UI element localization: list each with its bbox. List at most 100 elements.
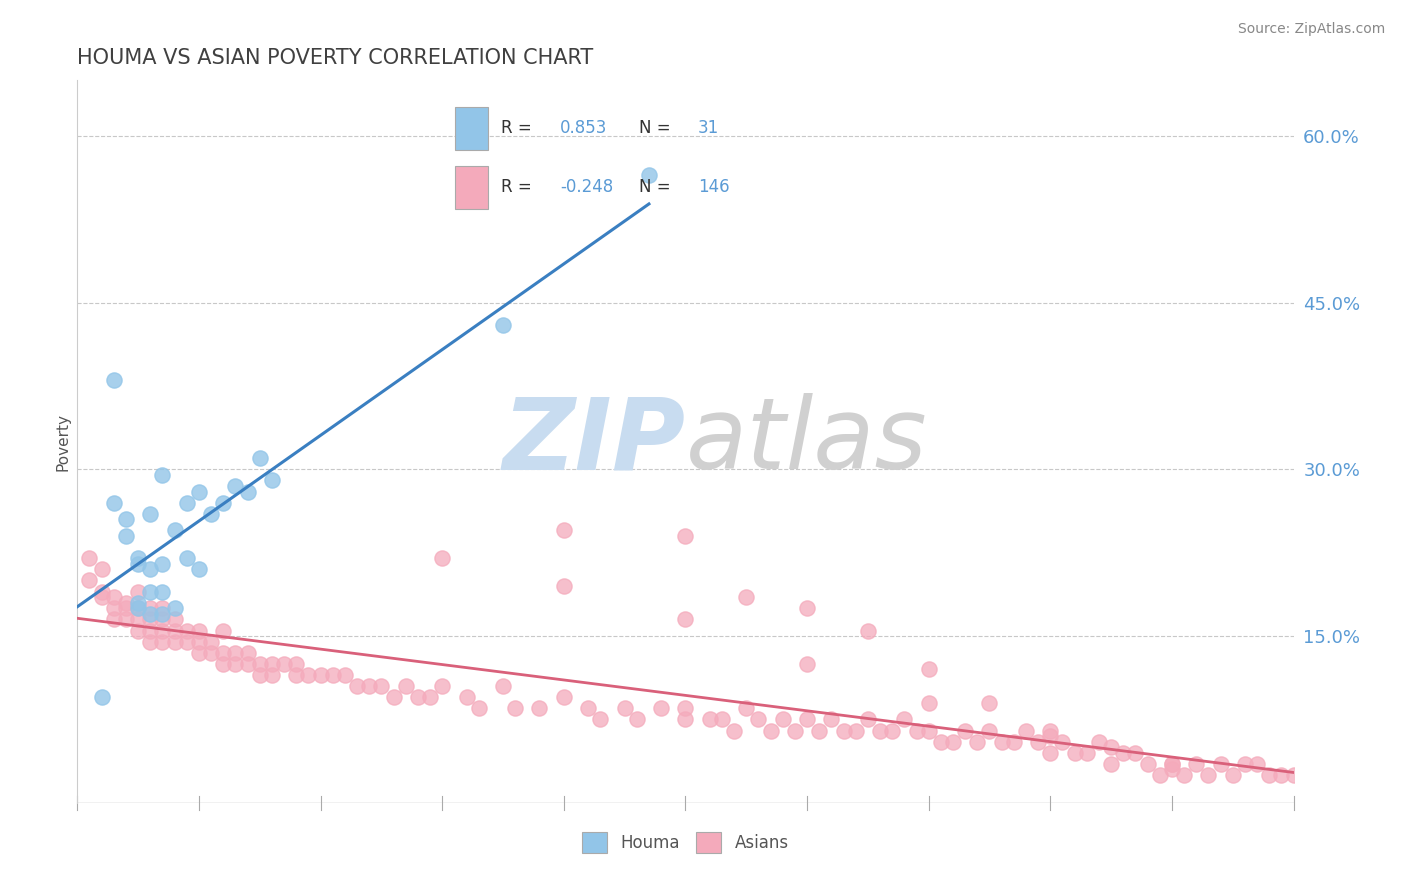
Point [626,713,648,727]
Y-axis label: Poverty: Poverty [55,412,70,471]
Point [176,551,198,566]
Point [1282,768,1305,782]
Point [675,701,697,715]
Point [236,646,259,660]
Point [152,467,174,482]
Point [953,723,976,738]
Point [1222,768,1244,782]
Point [638,168,661,182]
Point [395,679,418,693]
Point [979,723,1001,738]
Point [249,657,271,671]
Point [260,668,283,682]
Point [808,723,831,738]
Point [1173,768,1195,782]
Point [747,713,769,727]
Point [103,612,125,626]
Point [1099,740,1122,755]
Point [103,601,125,615]
Point [1185,756,1208,771]
Point [188,646,211,660]
Point [990,734,1012,748]
Point [127,551,149,566]
Point [492,318,515,332]
Point [979,696,1001,710]
Point [370,679,392,693]
Text: ZIP: ZIP [502,393,686,490]
Point [236,484,259,499]
Point [285,668,308,682]
Point [856,713,879,727]
Point [163,612,186,626]
Point [285,657,308,671]
Point [1026,734,1049,748]
Text: Source: ZipAtlas.com: Source: ZipAtlas.com [1237,22,1385,37]
Point [152,607,174,621]
Point [1197,768,1219,782]
Point [1002,734,1025,748]
Point [249,668,271,682]
Point [103,373,125,387]
Point [419,690,441,705]
Point [735,590,758,604]
Point [127,596,149,610]
Point [176,496,198,510]
Point [1052,734,1074,748]
Point [1112,746,1135,760]
Point [820,713,842,727]
Point [1161,756,1184,771]
Point [1258,768,1281,782]
Point [139,607,162,621]
Point [79,574,101,588]
Point [139,601,162,615]
Point [406,690,429,705]
Point [200,634,222,648]
Point [589,713,612,727]
Point [1088,734,1111,748]
Point [322,668,344,682]
Point [918,723,941,738]
Point [1149,768,1171,782]
Point [1270,768,1292,782]
Point [796,657,818,671]
Point [176,624,198,638]
Point [115,512,138,526]
Point [675,612,697,626]
Point [430,551,453,566]
Point [212,624,235,638]
Point [1039,746,1062,760]
Point [942,734,965,748]
Point [1246,756,1268,771]
Point [1136,756,1159,771]
Point [723,723,745,738]
Point [139,562,162,576]
Point [882,723,904,738]
Point [90,562,112,576]
Point [236,657,259,671]
Point [212,657,235,671]
Point [90,590,112,604]
Point [333,668,356,682]
Point [127,612,149,626]
Point [1233,756,1256,771]
Point [553,524,575,538]
Point [456,690,478,705]
Point [139,612,162,626]
Point [529,701,551,715]
Point [115,596,138,610]
Point [1063,746,1085,760]
Point [188,634,211,648]
Point [163,624,186,638]
Point [359,679,381,693]
Point [163,601,186,615]
Point [115,601,138,615]
Point [929,734,952,748]
Point [966,734,988,748]
Point [710,713,733,727]
Point [139,507,162,521]
Point [127,584,149,599]
Point [224,657,246,671]
Point [115,612,138,626]
Point [1076,746,1098,760]
Point [796,601,818,615]
